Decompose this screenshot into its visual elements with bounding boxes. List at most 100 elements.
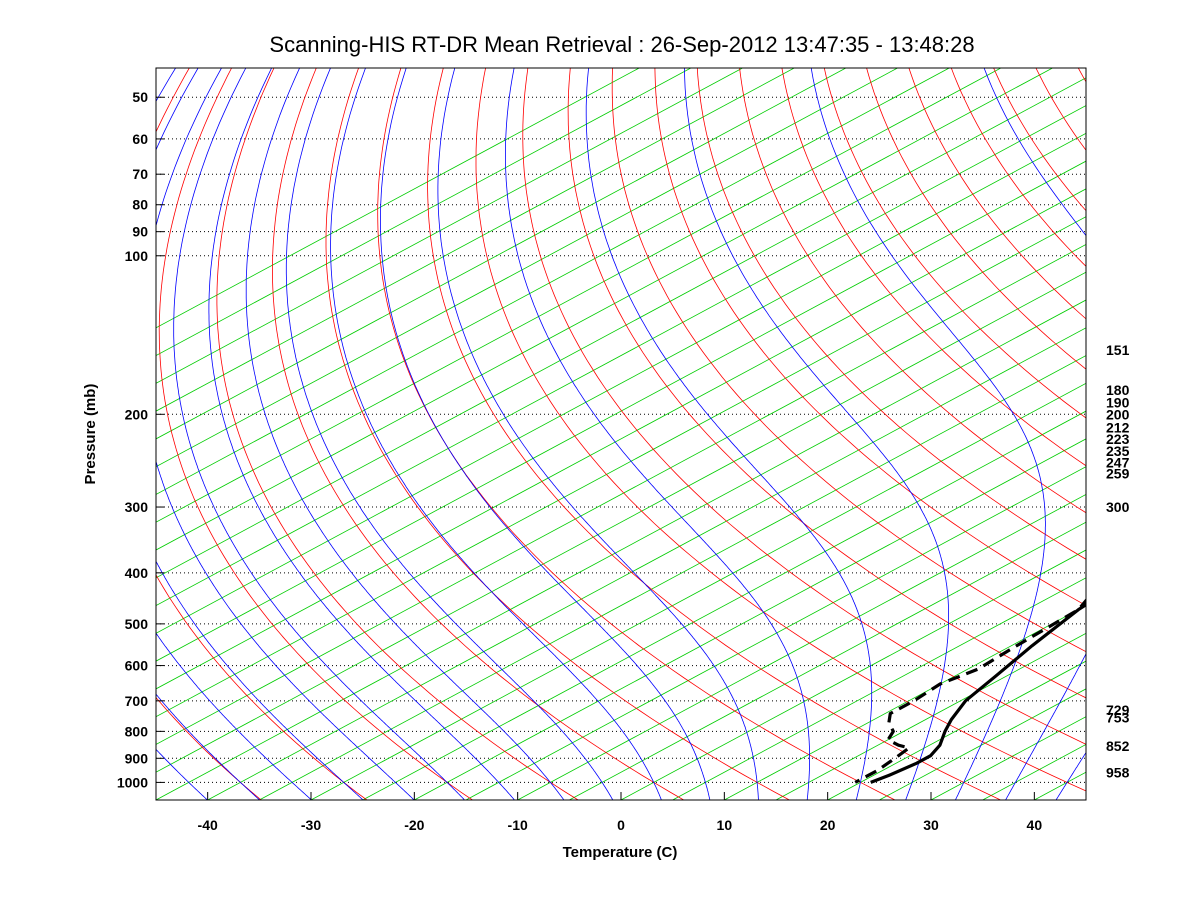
right-level-label: 247 [1106, 455, 1130, 471]
profile-lines [854, 598, 1086, 784]
isotherm-line [827, 660, 1086, 800]
moist-adiabat-line [1055, 751, 1086, 800]
x-axis-label: Temperature (C) [563, 844, 678, 861]
y-tick-label: 600 [125, 658, 149, 674]
isotherm-line [414, 438, 1086, 800]
x-axis-ticks: -40 -30 -20 -10 0 10 20 30 40 [198, 792, 1043, 833]
isotherm-line [1138, 68, 1200, 800]
isotherm-line [156, 271, 1086, 773]
right-level-label: 300 [1106, 499, 1130, 515]
dashed-profile-line [854, 598, 1086, 784]
moist-adiabat-line [156, 68, 415, 800]
moist-adiabat-line [810, 68, 1046, 800]
dry-adiabat-line [1077, 68, 1086, 83]
moist-adiabat-line [245, 68, 565, 800]
isotherm-line [207, 327, 1086, 800]
moist-adiabat-line [330, 68, 662, 800]
isotherm-line [930, 716, 1086, 800]
x-tick-label: 20 [820, 817, 836, 833]
moist-adiabat-line [156, 693, 260, 800]
isotherm-line [620, 549, 1086, 800]
dry-adiabat-line [823, 68, 1086, 419]
isotherm-line [362, 410, 1086, 800]
dry-adiabat-line [475, 68, 1086, 792]
y-axis-ticks: 50 60 70 80 90 100 200 300 400 500 600 700 800 900 100… [117, 89, 164, 790]
isotherm-line [775, 632, 1086, 800]
dry-adiabat-line [427, 68, 1001, 800]
isotherm-line [259, 355, 1086, 800]
moist-adiabat-line [504, 68, 810, 800]
dry-adiabat-line [522, 68, 1086, 745]
dry-adiabat-line [993, 68, 1086, 212]
isotherm-line [156, 132, 1086, 634]
x-tick-label: 30 [923, 817, 939, 833]
isotherm-line [672, 577, 1086, 800]
right-level-label: 958 [1106, 765, 1130, 781]
isotherm-line [156, 68, 950, 495]
isotherm-line [156, 77, 1086, 579]
right-level-label: 223 [1106, 431, 1130, 447]
x-tick-label: 10 [717, 817, 733, 833]
dry-adiabat-line [158, 68, 473, 800]
isotherm-line [517, 493, 1086, 800]
isotherm-line [156, 216, 1086, 718]
background-lines [156, 68, 1200, 800]
isotherm-line [879, 688, 1086, 800]
y-tick-label: 800 [125, 723, 149, 739]
right-level-label: 200 [1106, 406, 1130, 422]
moist-adiabat-line [285, 68, 614, 800]
dry-adiabat-line [950, 68, 1086, 267]
x-tick-label: -10 [508, 817, 528, 833]
moist-adiabat-line [437, 68, 759, 800]
right-level-label: 212 [1106, 420, 1130, 436]
x-tick-label: 40 [1027, 817, 1043, 833]
isotherm-line [156, 68, 1002, 523]
moist-adiabat-line [173, 68, 465, 800]
x-tick-label: -30 [301, 817, 321, 833]
dry-adiabat-line [216, 68, 579, 800]
isotherm-line [982, 743, 1086, 800]
y-tick-label: 500 [125, 616, 149, 632]
isotherm-line [156, 188, 1086, 690]
isotherm-line [156, 68, 1053, 551]
x-tick-label: -40 [198, 817, 218, 833]
dry-adiabat-line [739, 68, 1086, 514]
moist-adiabat-line [983, 68, 1086, 800]
right-level-label: 180 [1106, 382, 1130, 398]
isotherm-line [156, 105, 1086, 607]
dry-adiabat-line [1163, 68, 1200, 800]
isotherm-line [156, 299, 1086, 800]
isotherm-line [310, 382, 1086, 800]
solid-profile-line [870, 602, 1086, 784]
right-level-label: 259 [1106, 465, 1130, 481]
right-level-label: 852 [1106, 738, 1130, 754]
pressure-gridlines [156, 96, 1086, 783]
moist-adiabat-line [156, 68, 312, 800]
moist-adiabat-line [585, 68, 873, 800]
y-tick-label: 100 [125, 248, 149, 264]
isotherm-line [1085, 799, 1086, 800]
moist-adiabat-line [156, 68, 364, 800]
right-level-label: 753 [1106, 710, 1130, 726]
x-tick-label: -20 [404, 817, 424, 833]
y-tick-label: 70 [132, 166, 148, 182]
dry-adiabat-line [567, 68, 1086, 699]
right-level-label: 151 [1106, 342, 1130, 358]
moist-adiabat-line [208, 68, 515, 800]
isotherm-line [156, 68, 847, 440]
isotherm-line [156, 68, 898, 468]
y-tick-label: 900 [125, 750, 149, 766]
y-tick-label: 50 [132, 89, 148, 105]
isotherm-line [156, 160, 1086, 662]
dry-adiabat-line [654, 68, 1086, 606]
isotherm-line [156, 68, 640, 329]
dry-adiabat-line [611, 68, 1086, 653]
isotherm-line [156, 68, 743, 384]
chart-title: Scanning-HIS RT-DR Mean Retrieval : 26-S… [269, 32, 974, 57]
y-tick-label: 1000 [117, 774, 148, 790]
y-tick-label: 200 [125, 406, 149, 422]
isotherm-line [156, 68, 692, 357]
isotherm-line [465, 466, 1086, 800]
